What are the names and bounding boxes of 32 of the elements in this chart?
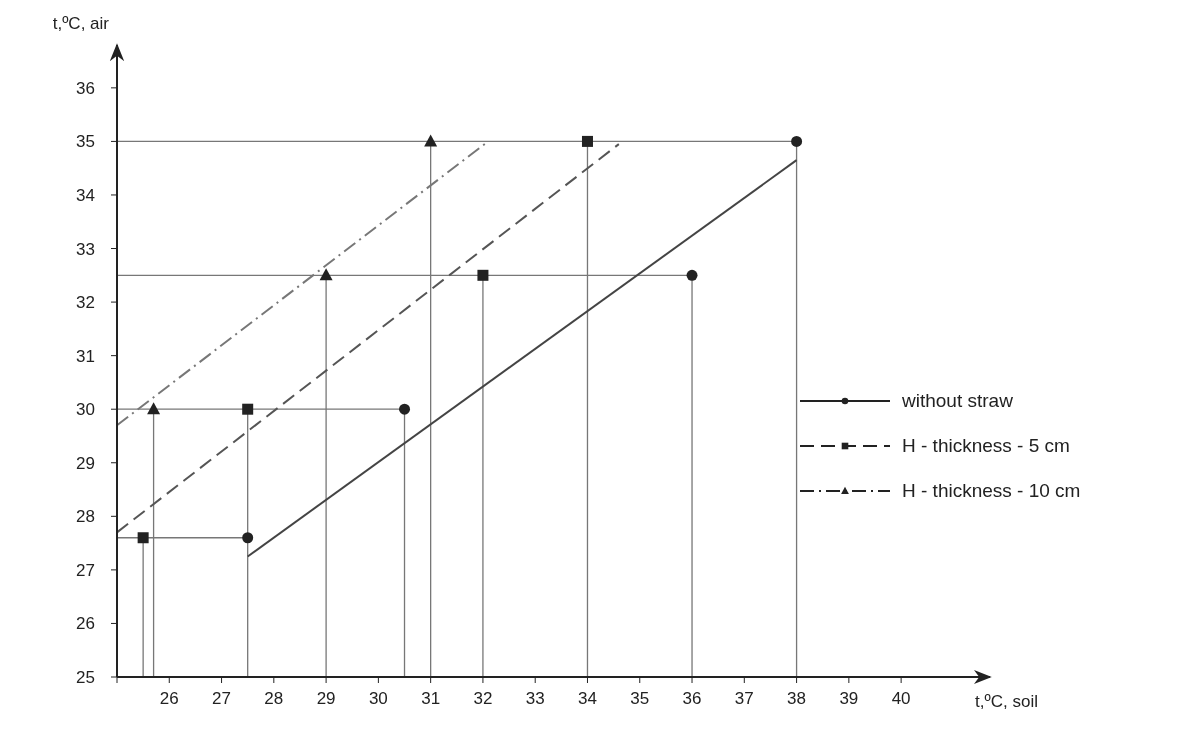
- y-tick-label: 28: [76, 507, 95, 527]
- x-tick-label: 40: [891, 689, 911, 708]
- x-tick-label: 33: [525, 689, 545, 708]
- y-tick-label: 32: [76, 293, 95, 313]
- x-tick-label: 29: [316, 689, 336, 708]
- legend-label: H - thickness - 10 cm: [902, 480, 1081, 501]
- y-tick-label: 25: [76, 668, 95, 687]
- y-tick-label: 36: [76, 78, 95, 98]
- y-tick-label: 26: [76, 614, 95, 634]
- x-axis-title: t,ºC, soil: [975, 692, 1038, 711]
- x-tick-label: 36: [682, 689, 702, 708]
- y-tick-label: 29: [76, 453, 95, 473]
- x-tick-label: 34: [578, 689, 597, 708]
- x-tick-label: 32: [473, 689, 493, 708]
- y-tick-label: 35: [76, 132, 95, 152]
- y-axis-title: t,ºC, air: [52, 14, 110, 33]
- y-tick-label: 34: [76, 185, 95, 205]
- y-tick-label: 33: [76, 239, 95, 259]
- legend-label: H - thickness - 5 cm: [902, 435, 1070, 456]
- x-tick-label: 28: [264, 689, 284, 708]
- x-tick-label: 38: [787, 689, 807, 708]
- y-tick-label: 31: [76, 346, 95, 366]
- x-tick-label: 31: [421, 689, 441, 708]
- legend-label: without straw: [901, 390, 1014, 411]
- x-tick-label: 35: [630, 689, 650, 708]
- x-tick-label: 26: [159, 689, 179, 708]
- x-tick-label: 27: [212, 689, 232, 708]
- y-tick-label: 27: [76, 560, 95, 580]
- x-tick-label: 30: [368, 689, 388, 708]
- x-tick-label: 37: [734, 689, 754, 708]
- y-tick-label: 30: [76, 400, 95, 420]
- x-tick-label: 39: [839, 689, 859, 708]
